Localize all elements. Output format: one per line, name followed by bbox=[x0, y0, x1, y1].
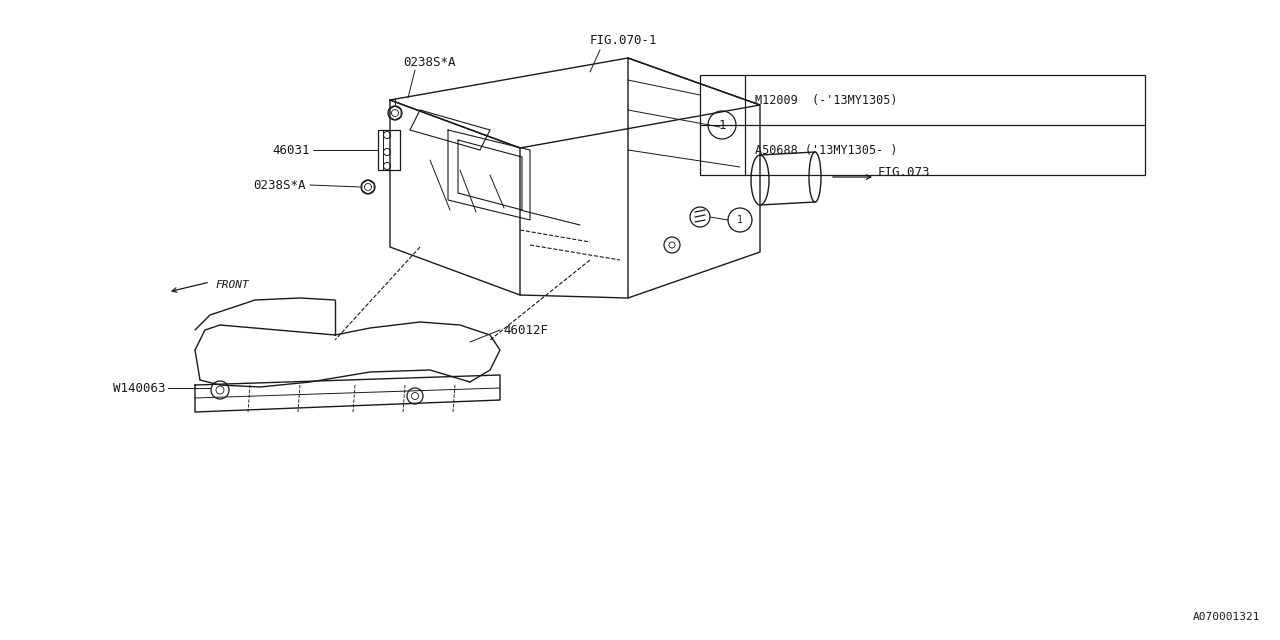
Text: W140063: W140063 bbox=[113, 381, 165, 394]
Text: FIG.073: FIG.073 bbox=[878, 166, 931, 179]
Text: 1: 1 bbox=[737, 215, 742, 225]
Text: A50688 ('13MY1305- ): A50688 ('13MY1305- ) bbox=[755, 143, 897, 157]
Text: 0238S*A: 0238S*A bbox=[403, 56, 456, 69]
Text: 46031: 46031 bbox=[273, 143, 310, 157]
Text: 1: 1 bbox=[718, 118, 726, 131]
Text: 0238S*A: 0238S*A bbox=[253, 179, 306, 191]
Text: M12009  (-'13MY1305): M12009 (-'13MY1305) bbox=[755, 93, 897, 106]
Text: FRONT: FRONT bbox=[215, 280, 248, 290]
Text: FIG.070-1: FIG.070-1 bbox=[590, 34, 658, 47]
Bar bbox=[700, 75, 1146, 175]
Text: A070001321: A070001321 bbox=[1193, 612, 1260, 622]
Text: 46012F: 46012F bbox=[503, 323, 548, 337]
